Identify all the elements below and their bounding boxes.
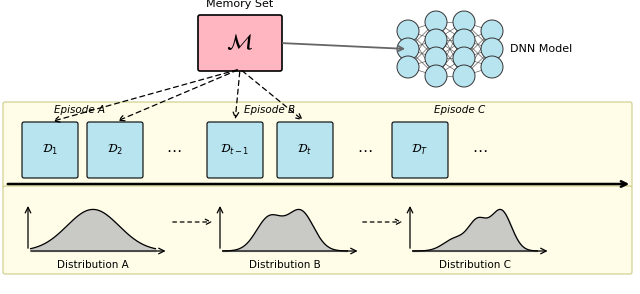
Circle shape bbox=[453, 47, 475, 69]
Text: $\mathcal{D}_{t-1}$: $\mathcal{D}_{t-1}$ bbox=[220, 143, 250, 157]
Circle shape bbox=[453, 29, 475, 51]
Text: $\mathcal{M}$: $\mathcal{M}$ bbox=[227, 32, 253, 54]
Circle shape bbox=[425, 65, 447, 87]
Text: $\mathcal{D}_1$: $\mathcal{D}_1$ bbox=[42, 143, 58, 157]
Text: $\mathcal{D}_t$: $\mathcal{D}_t$ bbox=[298, 143, 312, 157]
Circle shape bbox=[397, 20, 419, 42]
Circle shape bbox=[397, 38, 419, 60]
FancyBboxPatch shape bbox=[22, 122, 78, 178]
Text: Distribution C: Distribution C bbox=[439, 260, 511, 270]
FancyBboxPatch shape bbox=[277, 122, 333, 178]
FancyBboxPatch shape bbox=[207, 122, 263, 178]
Circle shape bbox=[481, 38, 503, 60]
Circle shape bbox=[425, 47, 447, 69]
FancyBboxPatch shape bbox=[198, 15, 282, 71]
Text: Episode C: Episode C bbox=[435, 105, 486, 115]
Text: $\cdots$: $\cdots$ bbox=[472, 143, 488, 158]
Text: $\cdots$: $\cdots$ bbox=[166, 143, 182, 158]
FancyBboxPatch shape bbox=[392, 122, 448, 178]
Text: $\mathcal{D}_2$: $\mathcal{D}_2$ bbox=[107, 143, 123, 157]
Text: $\cdots$: $\cdots$ bbox=[357, 143, 372, 158]
Circle shape bbox=[425, 11, 447, 33]
Text: Episode A: Episode A bbox=[54, 105, 106, 115]
FancyBboxPatch shape bbox=[87, 122, 143, 178]
Text: Memory Set: Memory Set bbox=[206, 0, 274, 9]
Circle shape bbox=[397, 56, 419, 78]
Circle shape bbox=[481, 56, 503, 78]
FancyBboxPatch shape bbox=[3, 186, 632, 274]
Text: $\mathcal{D}_T$: $\mathcal{D}_T$ bbox=[412, 143, 429, 157]
Text: Distribution A: Distribution A bbox=[57, 260, 129, 270]
Text: Distribution B: Distribution B bbox=[249, 260, 321, 270]
Text: DNN Model: DNN Model bbox=[510, 44, 572, 54]
Circle shape bbox=[481, 20, 503, 42]
Circle shape bbox=[453, 65, 475, 87]
FancyBboxPatch shape bbox=[3, 102, 632, 188]
Text: Episode B: Episode B bbox=[244, 105, 296, 115]
Circle shape bbox=[453, 11, 475, 33]
Circle shape bbox=[425, 29, 447, 51]
